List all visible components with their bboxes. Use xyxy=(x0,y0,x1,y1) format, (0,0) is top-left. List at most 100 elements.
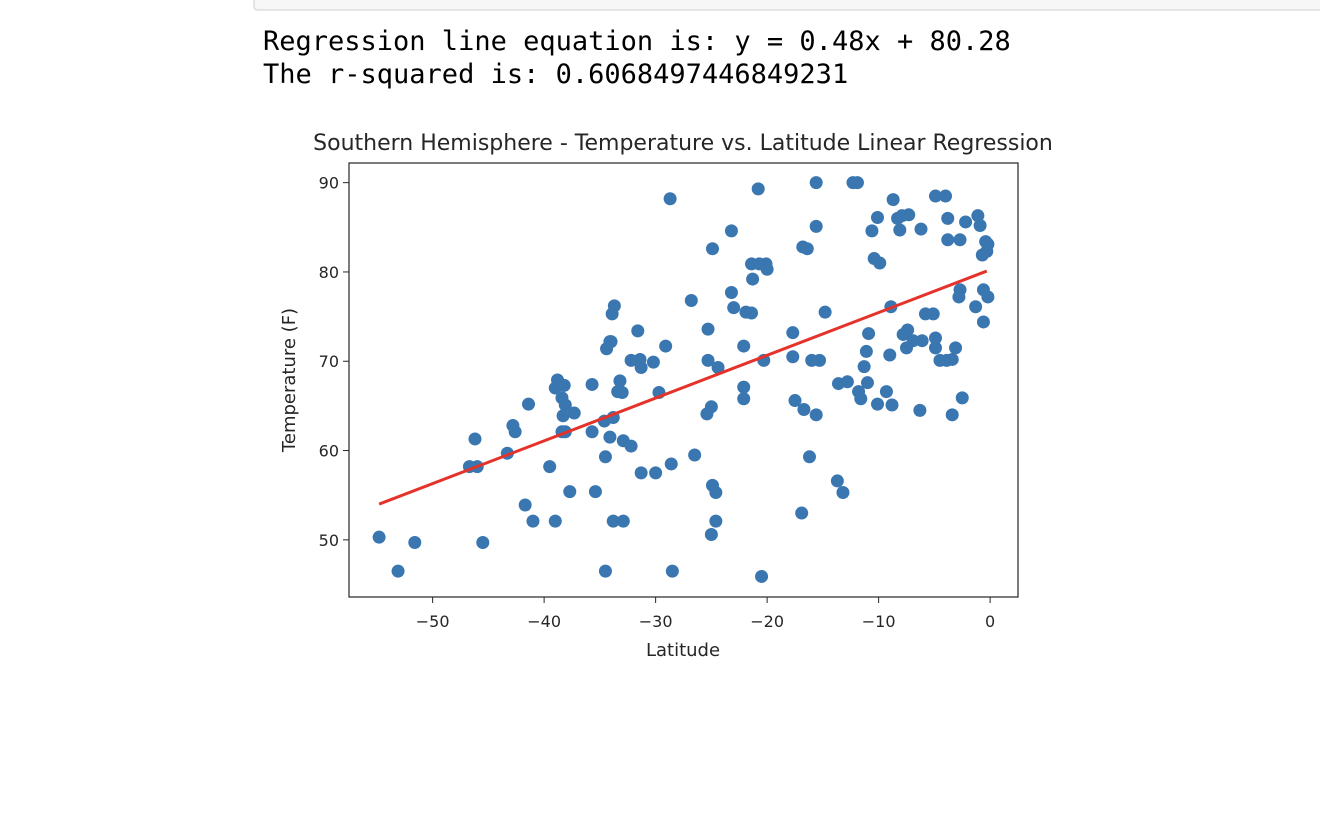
y-tick-label: 70 xyxy=(319,352,339,371)
point xyxy=(871,397,885,411)
point xyxy=(926,307,940,321)
point xyxy=(663,192,677,206)
x-tick-label: −20 xyxy=(750,612,784,631)
point xyxy=(548,514,562,528)
point xyxy=(604,335,618,349)
point xyxy=(603,430,617,444)
x-tick-label: −30 xyxy=(639,612,673,631)
point xyxy=(879,385,893,399)
regression-line xyxy=(378,269,988,506)
point xyxy=(836,486,850,500)
point xyxy=(558,398,572,412)
point xyxy=(939,189,953,203)
output-line: Regression line equation is: y = 0.48x +… xyxy=(263,26,1011,57)
point xyxy=(391,564,405,578)
point xyxy=(705,242,719,256)
point xyxy=(786,326,800,340)
x-axis-label: Latitude xyxy=(646,640,720,661)
point xyxy=(737,380,751,394)
point xyxy=(788,394,802,408)
point xyxy=(701,322,715,336)
point xyxy=(850,176,864,190)
point xyxy=(928,341,942,355)
point xyxy=(634,360,648,374)
point xyxy=(865,224,879,238)
x-tick-label: −50 xyxy=(416,612,450,631)
point xyxy=(737,339,751,353)
point xyxy=(737,392,751,406)
point xyxy=(953,233,967,247)
x-tick-label: 0 xyxy=(985,612,995,631)
y-tick-label: 50 xyxy=(319,531,339,550)
point xyxy=(955,391,969,405)
point xyxy=(567,406,581,420)
point xyxy=(802,450,816,464)
point xyxy=(809,176,823,190)
point xyxy=(840,375,854,389)
point xyxy=(659,339,673,353)
point xyxy=(857,360,871,374)
point xyxy=(598,564,612,578)
point xyxy=(624,439,638,453)
point xyxy=(755,569,769,583)
point xyxy=(981,290,995,304)
point xyxy=(585,425,599,439)
point xyxy=(649,466,663,480)
point xyxy=(893,223,907,237)
point xyxy=(745,306,759,320)
point xyxy=(854,392,868,406)
y-tick-label: 60 xyxy=(319,442,339,461)
point xyxy=(901,323,915,337)
point xyxy=(945,352,959,366)
point xyxy=(631,324,645,338)
point xyxy=(941,233,955,247)
point xyxy=(664,457,678,471)
point xyxy=(613,374,627,388)
point xyxy=(885,398,899,412)
point xyxy=(616,514,630,528)
point xyxy=(786,350,800,364)
point xyxy=(859,344,873,358)
point xyxy=(976,315,990,329)
point xyxy=(952,290,966,304)
point xyxy=(883,348,897,362)
cell-border xyxy=(253,0,1320,11)
point xyxy=(606,514,620,528)
point xyxy=(797,402,811,416)
point xyxy=(800,242,814,256)
point xyxy=(709,514,723,528)
point xyxy=(724,285,738,299)
output-line: The r-squared is: 0.6068497446849231 xyxy=(263,59,848,90)
point xyxy=(886,193,900,207)
point xyxy=(830,474,844,488)
point xyxy=(795,506,809,520)
point xyxy=(588,485,602,499)
point xyxy=(860,376,874,390)
point xyxy=(902,208,916,222)
point xyxy=(476,536,490,550)
point xyxy=(615,386,629,400)
point xyxy=(760,262,774,276)
point xyxy=(949,341,963,355)
point xyxy=(665,564,679,578)
point xyxy=(751,182,765,196)
point xyxy=(508,425,522,439)
point xyxy=(959,215,973,229)
plot-frame xyxy=(348,162,1019,598)
point xyxy=(945,408,959,422)
point xyxy=(646,355,660,369)
point xyxy=(688,448,702,462)
point xyxy=(585,377,599,391)
point xyxy=(563,485,577,499)
point xyxy=(809,408,823,422)
point xyxy=(543,460,557,474)
point xyxy=(971,209,985,223)
point xyxy=(727,301,741,315)
point xyxy=(634,466,648,480)
point xyxy=(906,334,920,348)
point xyxy=(915,334,929,348)
point xyxy=(981,237,995,251)
x-tick-label: −10 xyxy=(862,612,896,631)
point xyxy=(704,527,718,541)
